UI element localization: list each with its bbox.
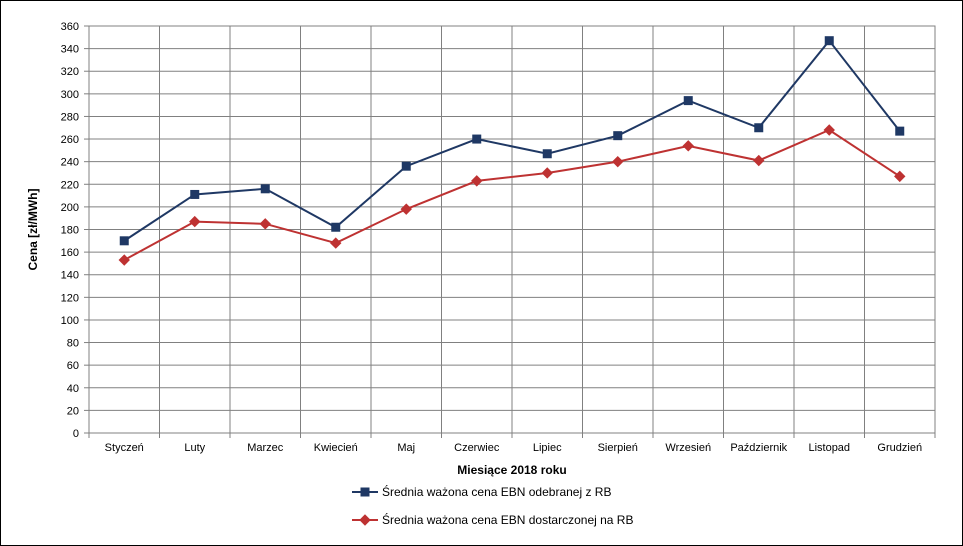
x-tick-label: Sierpień bbox=[598, 442, 638, 454]
data-point-diamond bbox=[612, 155, 624, 168]
data-point-diamond bbox=[118, 254, 130, 266]
data-point-square bbox=[360, 487, 370, 497]
data-point-diamond bbox=[894, 170, 906, 183]
data-point-square bbox=[613, 131, 623, 141]
data-point-diamond bbox=[359, 514, 371, 526]
legend: Średnia ważona cena EBN odebranej z RB Śr… bbox=[352, 484, 633, 527]
data-point-diamond bbox=[400, 203, 412, 215]
x-tick-label: Wrzesień bbox=[665, 442, 711, 454]
x-tick-label: Lipiec bbox=[533, 442, 562, 454]
data-point-square bbox=[683, 96, 693, 106]
y-tick-label: 260 bbox=[61, 134, 79, 146]
series-2 bbox=[118, 124, 906, 266]
data-point-diamond bbox=[189, 215, 201, 228]
data-point-square bbox=[754, 123, 764, 133]
x-tick-label: Marzec bbox=[247, 442, 284, 454]
data-point-diamond bbox=[471, 175, 483, 187]
y-tick-label: 280 bbox=[61, 111, 79, 123]
y-tick-label: 200 bbox=[61, 202, 79, 214]
y-tick-label: 100 bbox=[61, 315, 79, 327]
data-point-diamond bbox=[682, 140, 694, 152]
data-point-diamond bbox=[259, 218, 271, 230]
data-point-square bbox=[190, 189, 200, 199]
legend-label: Średnia ważona cena EBN odebranej z RB bbox=[382, 484, 611, 499]
data-point-square bbox=[401, 161, 411, 171]
data-point-square bbox=[824, 36, 834, 46]
y-tick-label: 360 bbox=[61, 21, 79, 33]
y-tick-label: 80 bbox=[67, 338, 79, 350]
data-point-square bbox=[119, 236, 129, 246]
x-tick-label: Kwiecień bbox=[314, 442, 358, 454]
data-point-diamond bbox=[330, 237, 342, 249]
data-point-square bbox=[260, 184, 270, 194]
series-layer bbox=[118, 36, 906, 266]
y-tick-label: 160 bbox=[61, 247, 79, 259]
y-tick-label: 220 bbox=[61, 179, 79, 191]
x-tick-label: Listopad bbox=[808, 442, 850, 454]
y-tick-label: 40 bbox=[67, 383, 79, 395]
y-tick-labels: 0 20 40 60 80 100 120 140 160 180 200 220 240 260 280 3… bbox=[61, 21, 79, 440]
series-1 bbox=[119, 36, 905, 246]
x-tick-label: Maj bbox=[397, 442, 415, 454]
x-tick-label: Styczeń bbox=[105, 442, 144, 454]
y-tick-label: 320 bbox=[61, 66, 79, 78]
y-tick-label: 340 bbox=[61, 44, 79, 56]
data-point-diamond bbox=[753, 154, 765, 167]
x-tick-labels: Styczeń Luty Marzec Kwiecień Maj Czerwiec Lipi… bbox=[105, 442, 922, 454]
y-tick-label: 0 bbox=[73, 428, 79, 440]
x-tick-label: Grudzień bbox=[877, 442, 922, 454]
y-tick-label: 60 bbox=[67, 360, 79, 372]
y-tick-label: 180 bbox=[61, 225, 79, 237]
legend-label: Średnia ważona cena EBN dostarczonej na … bbox=[382, 512, 633, 527]
x-tick-label: Czerwiec bbox=[454, 442, 500, 454]
horizontal-gridlines bbox=[84, 25, 935, 434]
legend-item-2: Średnia ważona cena EBN dostarczonej na … bbox=[352, 512, 633, 527]
data-point-square bbox=[895, 126, 905, 136]
y-tick-label: 140 bbox=[61, 270, 79, 282]
x-tick-label: Październik bbox=[730, 442, 787, 454]
y-tick-label: 240 bbox=[61, 157, 79, 169]
data-point-diamond bbox=[823, 124, 835, 136]
data-point-square bbox=[472, 134, 482, 144]
series-line bbox=[123, 39, 901, 242]
y-axis-title: Cena [zł/MWh] bbox=[26, 189, 40, 271]
legend-item-1: Średnia ważona cena EBN odebranej z RB bbox=[352, 484, 611, 499]
x-tick-label: Luty bbox=[184, 442, 205, 454]
y-tick-label: 300 bbox=[61, 89, 79, 101]
series-line bbox=[123, 128, 901, 261]
data-point-square bbox=[331, 222, 341, 232]
data-point-square bbox=[542, 149, 552, 159]
y-tick-label: 20 bbox=[67, 405, 79, 417]
x-axis-title: Miesiące 2018 roku bbox=[457, 463, 566, 477]
y-tick-label: 120 bbox=[61, 292, 79, 304]
data-point-diamond bbox=[541, 167, 553, 179]
